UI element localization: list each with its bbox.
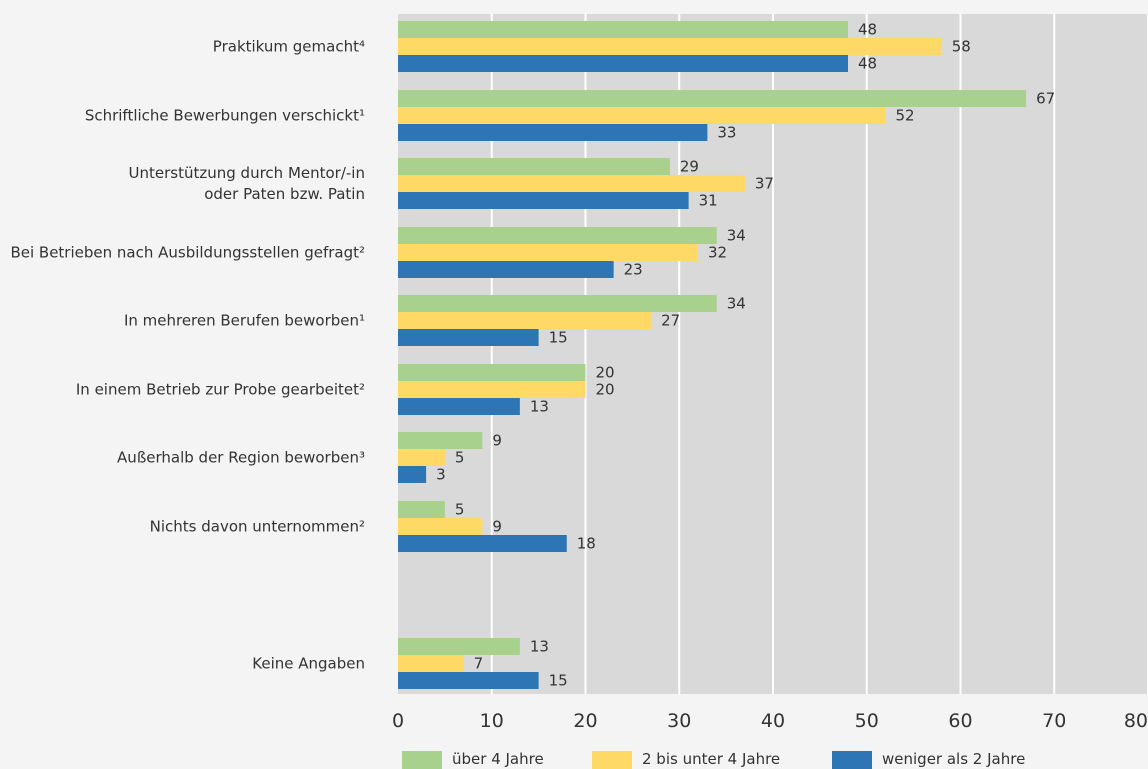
bar bbox=[398, 175, 745, 192]
legend-label: über 4 Jahre bbox=[452, 750, 544, 768]
data-label: 15 bbox=[549, 672, 568, 690]
data-label: 29 bbox=[680, 158, 699, 176]
bar bbox=[398, 381, 586, 398]
category-label: Nichts davon unternommen² bbox=[150, 518, 365, 536]
bar bbox=[398, 364, 586, 381]
category-label: In einem Betrieb zur Probe gearbeitet² bbox=[76, 381, 365, 399]
bar bbox=[398, 655, 464, 672]
bar bbox=[398, 90, 1027, 107]
x-tick-label: 30 bbox=[667, 710, 691, 732]
data-label: 33 bbox=[717, 124, 736, 142]
data-label: 5 bbox=[455, 501, 465, 519]
x-tick-label: 50 bbox=[855, 710, 879, 732]
bar bbox=[398, 158, 670, 175]
x-tick-label: 40 bbox=[761, 710, 785, 732]
bar bbox=[398, 55, 848, 72]
data-label: 52 bbox=[896, 107, 915, 125]
bar bbox=[398, 449, 445, 466]
bar bbox=[398, 192, 689, 209]
bar bbox=[398, 261, 614, 278]
data-label: 9 bbox=[492, 518, 502, 536]
bar bbox=[398, 466, 427, 483]
data-label: 34 bbox=[727, 295, 746, 313]
x-tick-label: 60 bbox=[948, 710, 972, 732]
x-tick-label: 0 bbox=[392, 710, 404, 732]
data-label: 32 bbox=[708, 244, 727, 262]
bar bbox=[398, 329, 539, 346]
bar bbox=[398, 518, 483, 535]
bar bbox=[398, 295, 717, 312]
data-label: 27 bbox=[661, 312, 680, 330]
bar bbox=[398, 398, 520, 415]
category-label: Keine Angaben bbox=[252, 655, 365, 673]
data-label: 5 bbox=[455, 449, 465, 467]
data-label: 58 bbox=[952, 38, 971, 56]
bar bbox=[398, 638, 520, 655]
category-label: In mehreren Berufen beworben¹ bbox=[124, 312, 365, 330]
category-label: Praktikum gemacht⁴ bbox=[213, 38, 365, 56]
legend-label: 2 bis unter 4 Jahre bbox=[642, 750, 780, 768]
category-label: Bei Betrieben nach Ausbildungsstellen ge… bbox=[10, 244, 365, 262]
bar bbox=[398, 21, 848, 38]
data-label: 13 bbox=[530, 398, 549, 416]
data-label: 15 bbox=[549, 329, 568, 347]
data-label: 18 bbox=[577, 535, 596, 553]
bar bbox=[398, 501, 445, 518]
data-label: 48 bbox=[858, 55, 877, 73]
legend-label: weniger als 2 Jahre bbox=[882, 750, 1025, 768]
bar bbox=[398, 312, 652, 329]
legend-swatch bbox=[592, 751, 632, 769]
data-label: 9 bbox=[492, 432, 502, 450]
data-label: 7 bbox=[474, 655, 484, 673]
data-label: 20 bbox=[596, 364, 615, 382]
category-label: Außerhalb der Region beworben³ bbox=[117, 449, 365, 467]
bar bbox=[398, 244, 698, 261]
bar bbox=[398, 535, 567, 552]
data-label: 48 bbox=[858, 21, 877, 39]
category-label: Unterstützung durch Mentor/-in oder Paten… bbox=[129, 164, 365, 203]
legend-swatch bbox=[832, 751, 872, 769]
data-label: 23 bbox=[624, 261, 643, 279]
data-label: 67 bbox=[1036, 90, 1055, 108]
x-tick-label: 10 bbox=[480, 710, 504, 732]
data-label: 34 bbox=[727, 227, 746, 245]
bar bbox=[398, 107, 886, 124]
bar bbox=[398, 672, 539, 689]
x-tick-label: 70 bbox=[1042, 710, 1066, 732]
category-label: Schriftliche Bewerbungen verschickt¹ bbox=[85, 107, 365, 125]
data-label: 3 bbox=[436, 466, 446, 484]
data-label: 37 bbox=[755, 175, 774, 193]
legend-swatch bbox=[402, 751, 442, 769]
x-tick-label: 80 bbox=[1124, 710, 1148, 732]
data-label: 31 bbox=[699, 192, 718, 210]
bar bbox=[398, 227, 717, 244]
data-label: 13 bbox=[530, 638, 549, 656]
bar bbox=[398, 38, 942, 55]
data-label: 20 bbox=[596, 381, 615, 399]
x-tick-label: 20 bbox=[573, 710, 597, 732]
bar bbox=[398, 124, 708, 141]
bar bbox=[398, 432, 483, 449]
